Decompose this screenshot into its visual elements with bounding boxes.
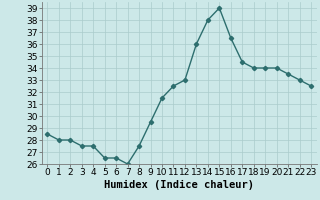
X-axis label: Humidex (Indice chaleur): Humidex (Indice chaleur)	[104, 180, 254, 190]
